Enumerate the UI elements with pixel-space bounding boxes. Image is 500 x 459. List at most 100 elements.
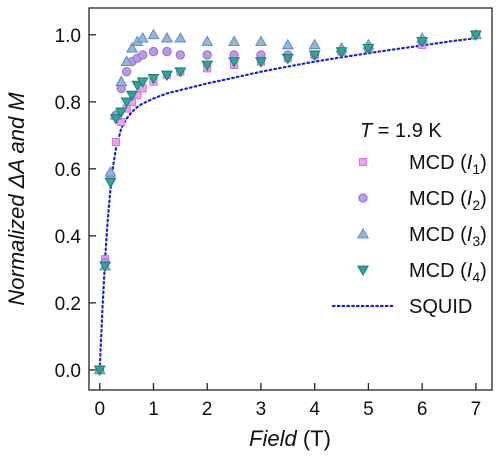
x-tick-label: 3 bbox=[256, 399, 267, 420]
x-axis-title-unit: (T) bbox=[297, 426, 331, 451]
data-point bbox=[201, 60, 214, 72]
data-point bbox=[120, 97, 133, 108]
x-tick-label: 1 bbox=[148, 399, 159, 420]
x-axis-title: Field (T) bbox=[249, 426, 331, 451]
data-point bbox=[254, 35, 267, 46]
legend-item: MCD (I2) bbox=[358, 188, 487, 213]
legend-label-prefix: MCD ( bbox=[409, 260, 467, 282]
data-point bbox=[126, 90, 138, 102]
y-tick-label: 1.0 bbox=[55, 26, 81, 47]
legend-label-sub: 4 bbox=[472, 269, 480, 285]
data-point bbox=[138, 50, 148, 60]
data-point bbox=[148, 46, 159, 57]
data-point bbox=[175, 50, 185, 60]
annotation-temperature-symbol: T bbox=[360, 120, 374, 142]
legend-marker bbox=[358, 157, 368, 167]
data-point bbox=[93, 365, 106, 377]
data-point bbox=[160, 70, 173, 82]
data-point bbox=[136, 77, 149, 88]
data-points-layer bbox=[93, 28, 482, 377]
legend-label: SQUID bbox=[409, 296, 472, 318]
y-tick-label: 0.8 bbox=[55, 93, 81, 114]
x-tick-label: 0 bbox=[94, 399, 105, 420]
legend-label-var: I bbox=[467, 224, 473, 246]
annotation-temperature: T = 1.9 K bbox=[360, 120, 442, 142]
y-axis-title-and: and bbox=[4, 111, 29, 160]
data-point bbox=[362, 43, 375, 55]
data-point bbox=[131, 80, 144, 92]
data-point bbox=[147, 74, 160, 85]
data-point bbox=[117, 117, 126, 126]
y-tick-label: 0.0 bbox=[55, 361, 81, 382]
legend-item: MCD (I1) bbox=[358, 152, 487, 177]
legend-label: MCD (I3) bbox=[409, 224, 487, 249]
legend-label-suffix: ) bbox=[480, 152, 487, 174]
data-point bbox=[104, 177, 117, 189]
data-point bbox=[115, 75, 128, 87]
x-axis-title-var: Field bbox=[249, 426, 297, 451]
y-tick-label: 0.2 bbox=[55, 294, 81, 315]
series-4-points bbox=[93, 30, 482, 377]
legend-label-prefix: MCD ( bbox=[409, 224, 467, 246]
data-point bbox=[109, 114, 122, 125]
data-point bbox=[99, 261, 112, 273]
legend-label-sub: 3 bbox=[472, 233, 480, 249]
data-point bbox=[228, 35, 241, 46]
legend-label: MCD (I4) bbox=[409, 260, 487, 285]
y-tick-label: 0.4 bbox=[55, 227, 82, 248]
legend-item: MCD (I4) bbox=[357, 260, 487, 285]
legend-marker bbox=[358, 193, 368, 203]
squid-curve-layer bbox=[98, 37, 477, 371]
data-point bbox=[335, 47, 348, 58]
data-point bbox=[162, 46, 172, 57]
data-point bbox=[126, 42, 138, 53]
legend-label-prefix: MCD ( bbox=[409, 188, 467, 210]
legend-item: MCD (I3) bbox=[357, 224, 487, 249]
plot-frame bbox=[88, 7, 493, 391]
y-axis-title-a: A bbox=[4, 159, 29, 175]
y-axis-title-prefix: Normalized bbox=[4, 188, 29, 305]
data-point bbox=[160, 32, 173, 43]
legend-label: MCD (I1) bbox=[409, 152, 487, 177]
data-point bbox=[202, 50, 212, 60]
x-tick-label: 4 bbox=[309, 399, 320, 420]
data-point bbox=[281, 38, 294, 50]
annotation-temperature-value: = 1.9 K bbox=[372, 120, 442, 142]
x-tick-label: 6 bbox=[417, 399, 428, 420]
legend: MCD (I1)MCD (I2)MCD (I3)MCD (I4)SQUID bbox=[331, 152, 487, 318]
y-axis-title: Normalized ΔA and M bbox=[4, 92, 29, 306]
data-point bbox=[469, 30, 482, 41]
squid-curve bbox=[98, 37, 477, 371]
legend-label-suffix: ) bbox=[480, 260, 487, 282]
legend-label: MCD (I2) bbox=[409, 188, 487, 213]
legend-label-sub: 2 bbox=[472, 197, 480, 213]
data-point bbox=[228, 57, 241, 68]
legend-label-var: I bbox=[467, 152, 473, 174]
data-point bbox=[308, 50, 321, 62]
y-tick-label: 0.6 bbox=[55, 160, 81, 181]
data-point bbox=[111, 137, 120, 147]
data-point bbox=[201, 35, 214, 46]
axis-ticks: 0 1 2 3 4 5 6 7 0.0 0.2 0.4 0.6 0.8 1.0 bbox=[55, 26, 482, 420]
data-point bbox=[121, 67, 132, 77]
legend-label-var: I bbox=[467, 260, 473, 282]
data-point bbox=[136, 32, 149, 43]
data-point bbox=[254, 57, 267, 68]
data-point bbox=[147, 28, 160, 40]
x-tick-label: 2 bbox=[202, 399, 213, 420]
data-point bbox=[104, 166, 117, 177]
legend-label-prefix: SQUID bbox=[409, 296, 472, 318]
legend-label-prefix: MCD ( bbox=[409, 152, 467, 174]
data-point bbox=[115, 107, 128, 118]
data-point bbox=[174, 32, 187, 43]
y-axis-title-m: M bbox=[4, 92, 29, 111]
data-point bbox=[174, 67, 187, 78]
data-point bbox=[281, 53, 294, 65]
y-axis-title-delta: Δ bbox=[4, 173, 29, 189]
legend-label-sub: 1 bbox=[472, 161, 480, 177]
legend-label-var: I bbox=[467, 188, 473, 210]
x-tick-label: 5 bbox=[363, 399, 374, 420]
legend-marker bbox=[357, 265, 369, 277]
legend-item: SQUID bbox=[331, 296, 472, 318]
